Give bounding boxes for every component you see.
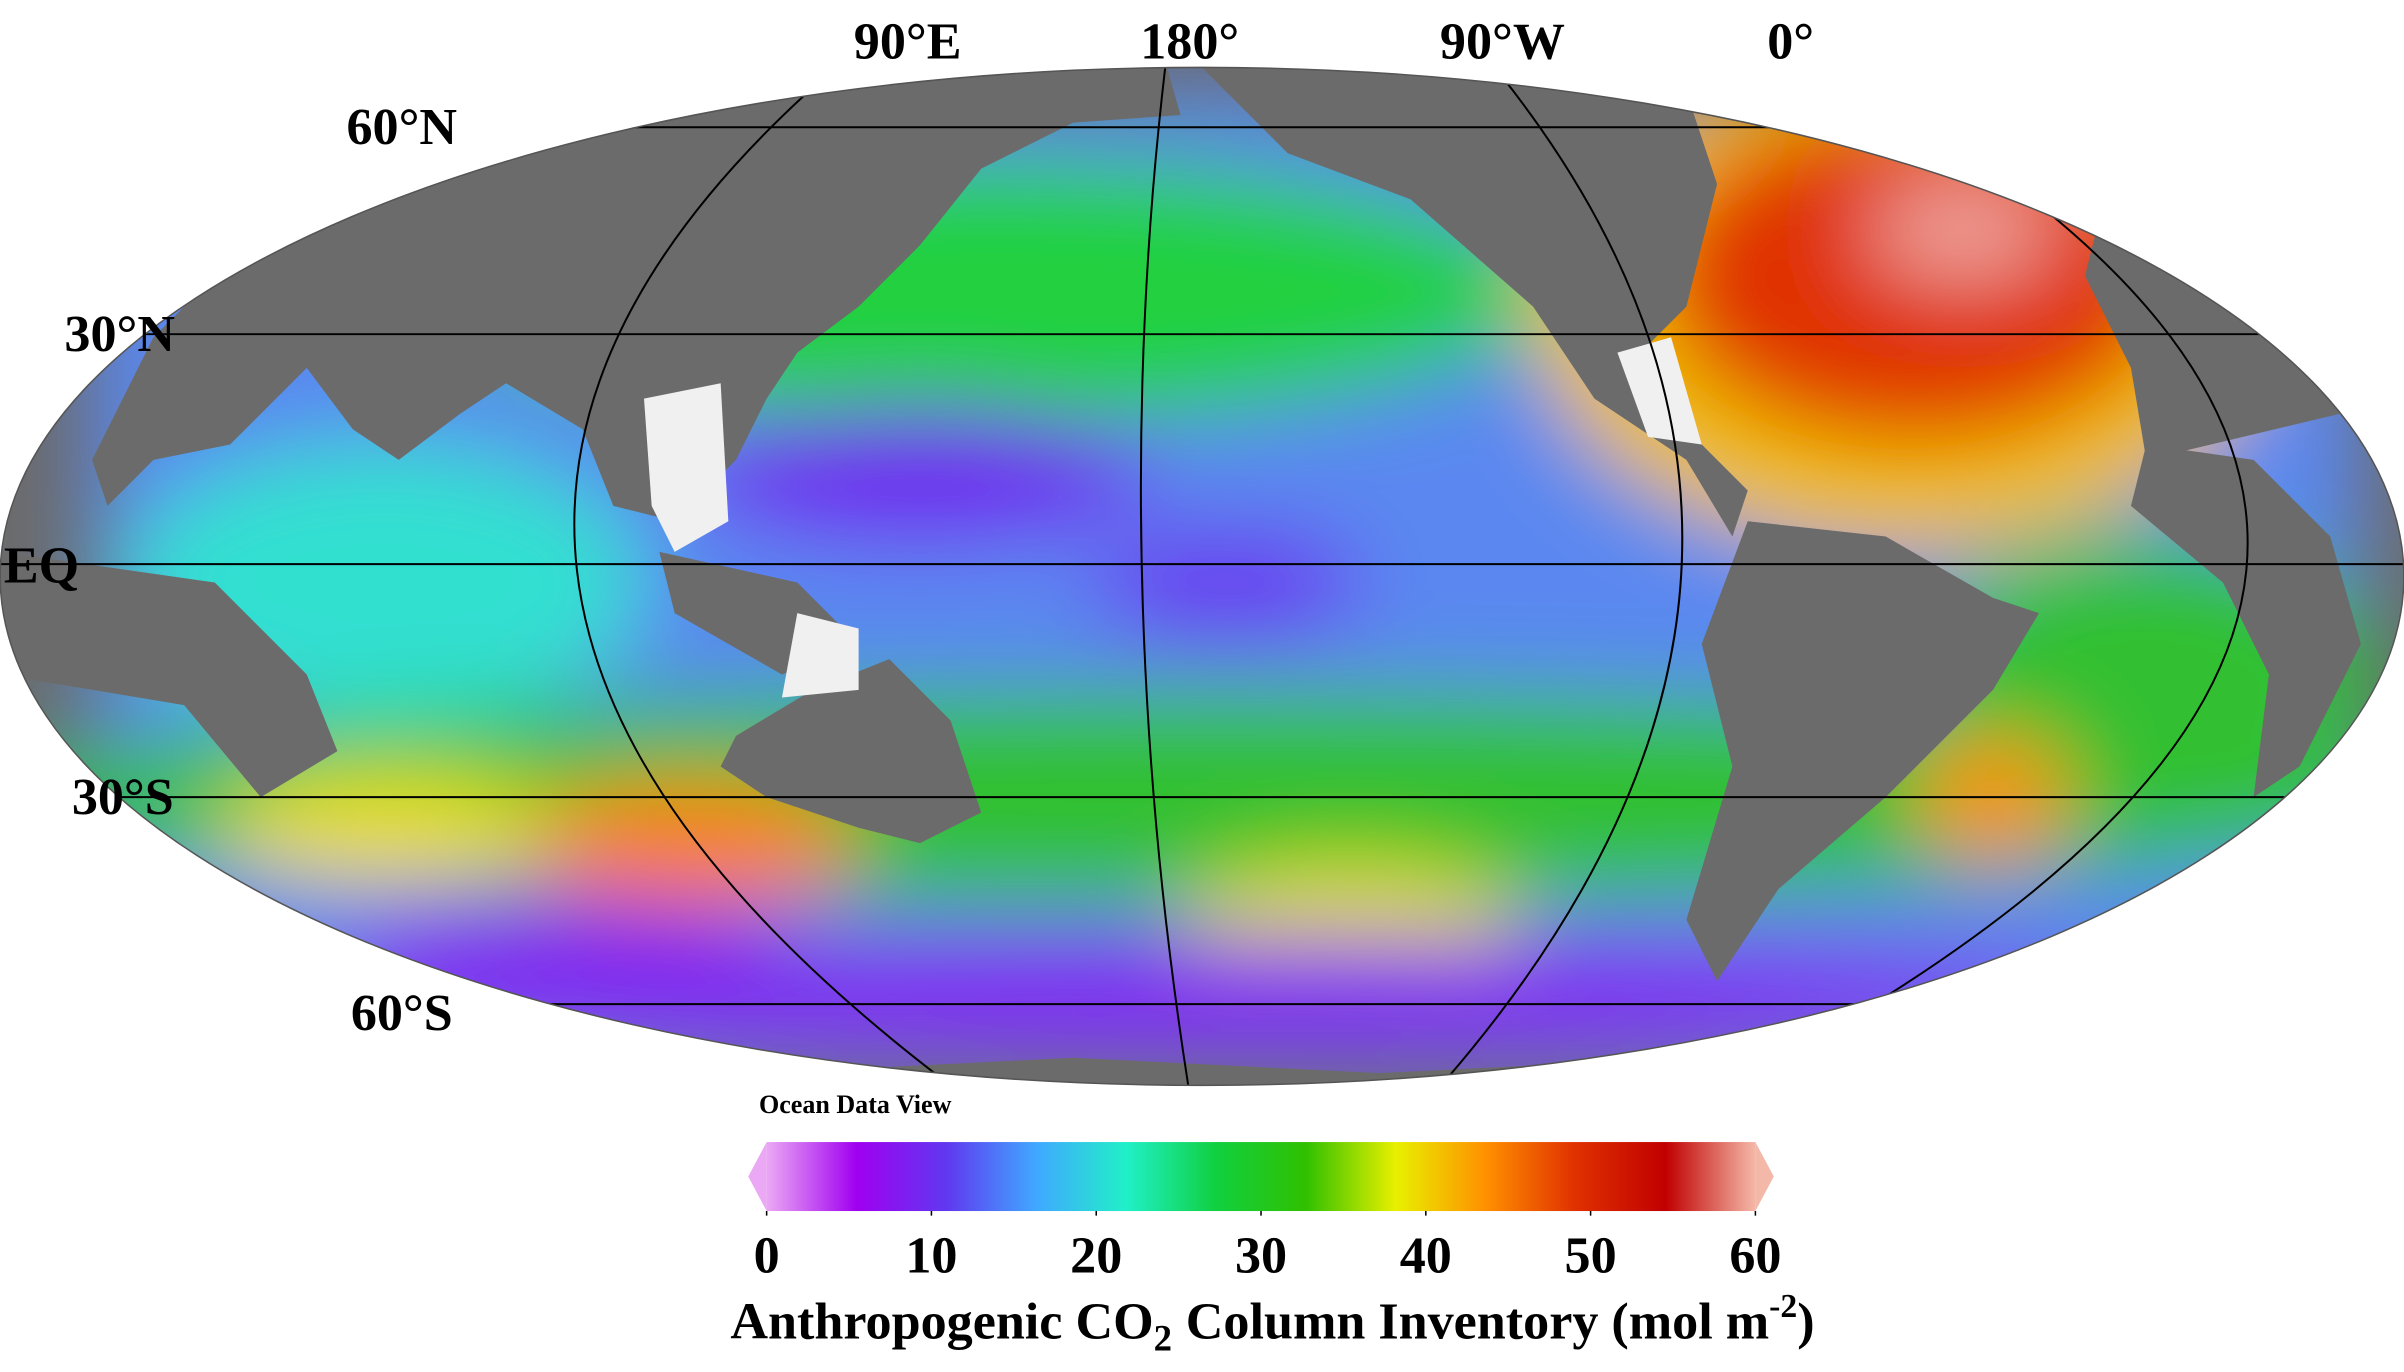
colorbar: 0 10 20 30 40 50 60 — [748, 1142, 1781, 1284]
meridian-label: 90°W — [1440, 13, 1565, 70]
title-end: ) — [1797, 1293, 1814, 1350]
colorbar-tick-label: 50 — [1565, 1227, 1617, 1284]
title-middle: Column Inventory (mol m — [1186, 1293, 1769, 1350]
parallel-label: EQ — [4, 538, 79, 595]
colorbar-extend-low — [748, 1142, 767, 1212]
colorbar-tick-label: 0 — [754, 1227, 780, 1284]
title-sup: -2 — [1769, 1288, 1797, 1325]
parallel-label: 30°N — [64, 306, 175, 363]
colorbar-tick-label: 60 — [1729, 1227, 1781, 1284]
parallel-label: 30°S — [72, 769, 174, 826]
colorbar-tick-label: 10 — [905, 1227, 957, 1284]
colorbar-gradient — [766, 1142, 1756, 1212]
parallel-label: 60°S — [351, 985, 453, 1042]
colorbar-extend-high — [1755, 1142, 1774, 1212]
credit: Ocean Data View — [759, 1090, 952, 1119]
title-text: Anthropogenic CO — [730, 1293, 1153, 1350]
meridian-label: 180° — [1140, 13, 1239, 70]
meridian-label: 90°E — [854, 13, 962, 70]
colorbar-title: Anthropogenic CO2 Column Inventory (mol m… — [730, 1288, 1814, 1359]
title-sub: 2 — [1154, 1318, 1172, 1359]
colorbar-tick-label: 30 — [1235, 1227, 1287, 1284]
colorbar-tick-label: 20 — [1070, 1227, 1122, 1284]
parallel-label: 60°N — [346, 99, 457, 156]
ice — [644, 337, 1702, 698]
graticule-labels: 90°E 180° 90°W 0° 60°N 30°N EQ 30°S 60°S — [4, 13, 1814, 1042]
colorbar-tick-label: 40 — [1400, 1227, 1452, 1284]
meridian-label: 0° — [1767, 13, 1814, 70]
